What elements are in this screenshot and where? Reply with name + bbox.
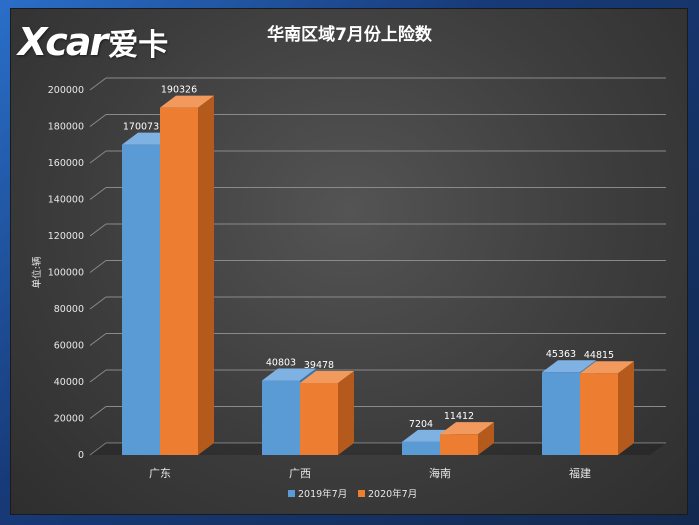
xcar-logo: Xcar爱卡 [18,20,168,68]
bar [160,107,198,455]
bar [440,434,478,455]
logo-latin: Xcar [18,20,108,64]
bar [262,380,300,455]
bar-top [542,360,596,373]
bar-top [300,370,354,383]
y-tick-label: 80000 [54,304,84,315]
bar-side [478,422,494,455]
bar-top [580,361,634,374]
gridline-depth [89,114,107,127]
gridline-depth [89,150,107,164]
x-category-label: 广西 [289,467,311,480]
gridline-depth [89,369,107,383]
bar [122,144,160,456]
legend-swatch [288,490,295,497]
y-tick-label: 100000 [48,268,84,279]
y-tick-label: 20000 [54,414,84,425]
legend-label: 2020年7月 [368,488,417,500]
data-label: 11412 [444,411,474,422]
gridline-depth [89,296,107,310]
gridline-depth [89,260,107,273]
y-tick-label: 140000 [48,195,84,206]
bar-top [160,95,214,108]
gridline-depth [89,333,107,346]
logo-cn: 爱卡 [108,28,169,63]
bar-top [440,422,494,435]
data-label: 190326 [161,85,197,96]
data-label: 40803 [266,358,296,369]
data-label: 39478 [304,360,334,371]
y-tick-label: 180000 [48,122,84,133]
data-label: 7204 [409,419,433,430]
gridline-depth [89,406,107,419]
legend-label: 2019年7月 [298,488,347,500]
legend-swatch [358,490,365,497]
y-tick-label: 200000 [48,85,84,96]
x-category-label: 海南 [429,466,451,480]
y-tick-label: 60000 [54,341,84,352]
bar [300,382,338,455]
bar-top [262,368,316,381]
bar [580,373,618,455]
bar [542,372,580,455]
x-category-label: 福建 [569,466,591,480]
y-axis-label: 单位:辆 [31,256,43,288]
y-tick-label: 120000 [48,231,84,242]
y-tick-label: 160000 [48,158,84,169]
y-tick-label: 0 [78,450,84,461]
chart-title: 华南区域7月份上险数 [267,25,432,45]
gridline-depth [89,223,107,237]
bar-side [338,370,354,455]
bar-side [198,95,214,455]
bar [402,441,440,455]
gridline-depth [89,442,107,456]
chart-floor [90,443,666,455]
x-category-label: 广东 [149,467,171,480]
data-label: 44815 [584,350,614,361]
bar-side [618,361,634,455]
gridline-depth [89,77,107,91]
data-label: 45363 [546,349,576,360]
data-label: 170073 [123,122,159,133]
gridline-depth [89,187,107,200]
y-tick-label: 40000 [54,377,84,388]
